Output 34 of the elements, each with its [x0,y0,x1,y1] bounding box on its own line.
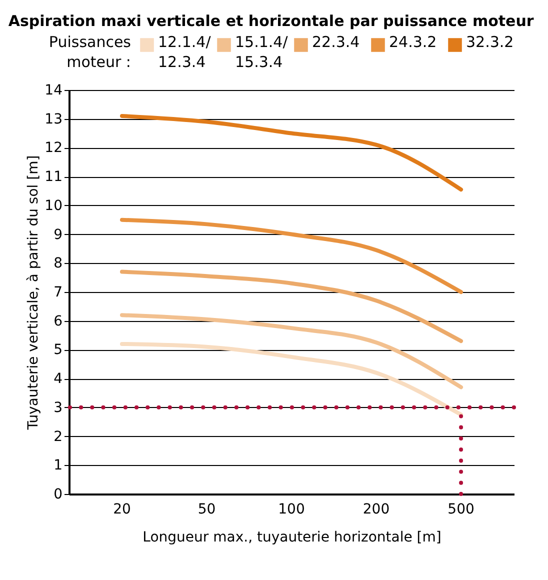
x-tick-label: 20 [113,502,131,518]
y-tick-label: 11 [44,169,62,186]
legend-label: 24.3.2 [389,33,437,51]
y-tick-label: 7 [54,284,62,300]
x-tick-label: 200 [362,502,390,518]
y-tick-label: 6 [54,313,63,330]
y-tick-label: 3 [54,400,62,416]
y-tick-label: 5 [54,342,62,358]
legend-label: 15.1.4/15.3.4 [235,33,289,71]
legend-label: 12.1.4/12.3.4 [158,33,212,71]
line-series [120,313,464,390]
y-tick-label: 2 [54,428,62,445]
y-tick-label: 1 [54,458,62,474]
y-tick-label: 12 [44,140,62,156]
y-axis-title: Tuyauterie verticale, à partir du sol [m] [26,155,42,431]
line-series [120,114,464,192]
chart-title: Aspiration maxi verticale et horizontale par puissance moteur [8,12,534,30]
line-series [120,270,464,344]
x-tick-label: 500 [448,502,474,518]
y-tick-label: 9 [54,226,62,243]
x-axis-title: Longueur max., tuyauterie horizontale [m] [142,530,442,546]
y-tick-label: 13 [44,111,62,128]
x-tick-label: 50 [198,502,216,518]
y-tick-label: 4 [54,371,63,388]
legend-title: Puissances moteur : [48,33,132,71]
legend-label: 32.3.2 [466,33,514,51]
x-tick-label: 100 [278,502,305,518]
line-series [120,342,464,417]
line-series [120,218,464,294]
y-tick-label: 8 [54,256,62,272]
y-tick-label: 10 [44,198,62,214]
y-tick-label: 0 [54,486,62,502]
legend-label: 22.3.4 [312,33,360,51]
y-tick-label: 14 [44,82,63,98]
